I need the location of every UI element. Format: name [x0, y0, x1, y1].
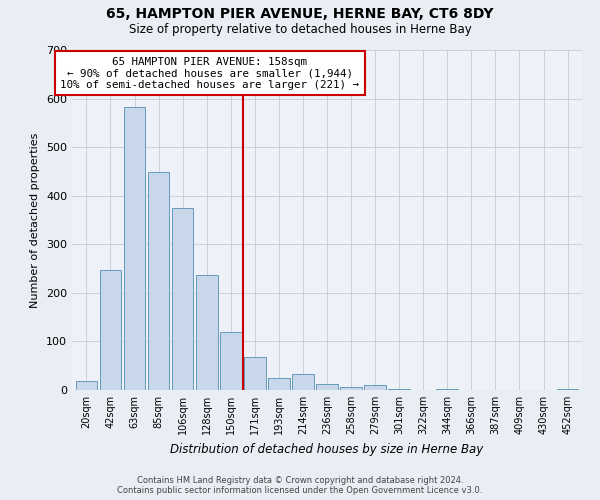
- Bar: [100, 270, 121, 390]
- Y-axis label: Number of detached properties: Number of detached properties: [31, 132, 40, 308]
- Text: 65 HAMPTON PIER AVENUE: 158sqm
← 90% of detached houses are smaller (1,944)
10% : 65 HAMPTON PIER AVENUE: 158sqm ← 90% of …: [60, 57, 359, 90]
- Text: Contains HM Land Registry data © Crown copyright and database right 2024.
Contai: Contains HM Land Registry data © Crown c…: [118, 476, 482, 495]
- Bar: [76, 382, 97, 390]
- Bar: [316, 384, 338, 390]
- Text: Size of property relative to detached houses in Herne Bay: Size of property relative to detached ho…: [128, 22, 472, 36]
- Bar: [436, 388, 458, 390]
- Text: 65, HAMPTON PIER AVENUE, HERNE BAY, CT6 8DY: 65, HAMPTON PIER AVENUE, HERNE BAY, CT6 …: [106, 8, 494, 22]
- Bar: [388, 388, 410, 390]
- Bar: [268, 378, 290, 390]
- Bar: [124, 108, 145, 390]
- X-axis label: Distribution of detached houses by size in Herne Bay: Distribution of detached houses by size …: [170, 442, 484, 456]
- Bar: [557, 388, 578, 390]
- Bar: [292, 374, 314, 390]
- Bar: [196, 275, 218, 390]
- Bar: [220, 332, 242, 390]
- Bar: [172, 208, 193, 390]
- Bar: [148, 172, 169, 390]
- Bar: [364, 385, 386, 390]
- Bar: [340, 386, 362, 390]
- Bar: [244, 357, 266, 390]
